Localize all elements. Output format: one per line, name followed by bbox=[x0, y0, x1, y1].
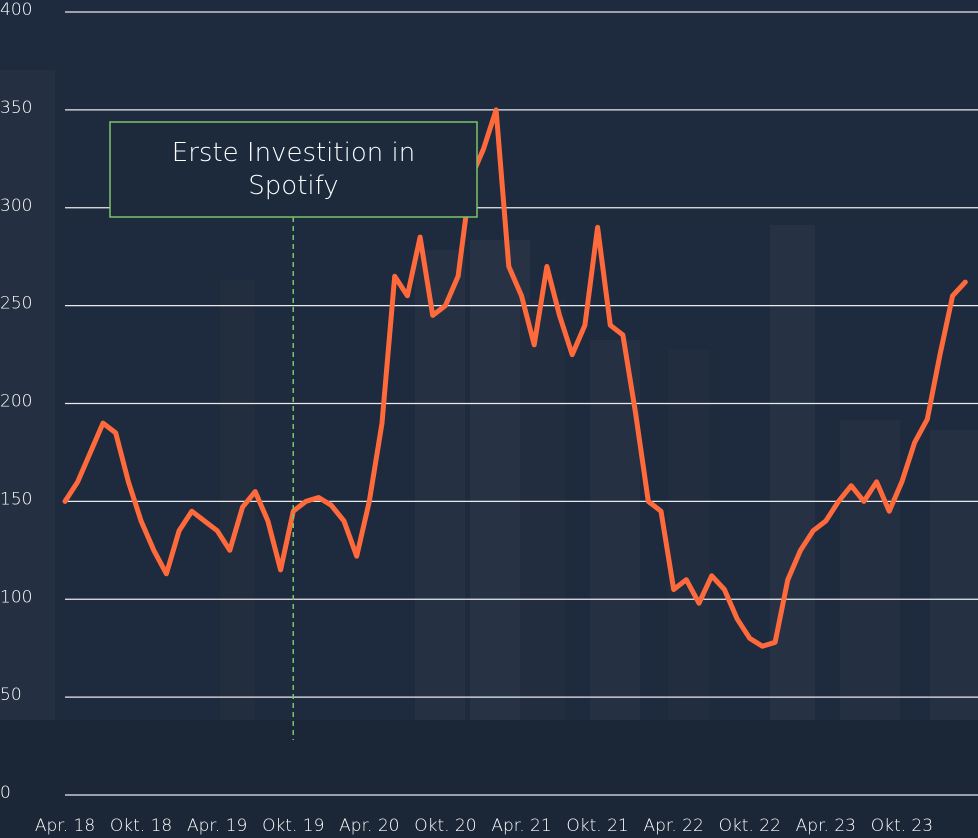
x-tick-label: Apr. 21 bbox=[491, 816, 551, 836]
x-tick-label: Apr. 19 bbox=[187, 816, 247, 836]
x-tick-label: Okt. 22 bbox=[719, 816, 781, 836]
x-tick-label: Okt. 19 bbox=[262, 816, 324, 836]
x-tick-label: Okt. 23 bbox=[871, 816, 933, 836]
x-tick-label: Okt. 20 bbox=[414, 816, 476, 836]
x-tick-label: Apr. 20 bbox=[339, 816, 399, 836]
y-tick-label: 50 bbox=[0, 685, 22, 705]
x-tick-label: Okt. 18 bbox=[110, 816, 172, 836]
y-tick-label: 150 bbox=[0, 489, 32, 509]
y-tick-label: 350 bbox=[0, 98, 32, 118]
annotation-box bbox=[109, 121, 478, 218]
y-tick-label: 200 bbox=[0, 392, 32, 412]
price-line bbox=[62, 107, 968, 649]
x-tick-label: Apr. 23 bbox=[796, 816, 856, 836]
skyline-background bbox=[0, 70, 978, 838]
x-tick-label: Apr. 18 bbox=[35, 816, 95, 836]
x-tick-label: Apr. 22 bbox=[644, 816, 704, 836]
y-tick-label: 400 bbox=[0, 0, 32, 20]
annotation-text: Erste Investition in Spotify bbox=[171, 138, 416, 201]
y-tick-label: 250 bbox=[0, 294, 32, 314]
y-tick-label: 100 bbox=[0, 587, 32, 607]
x-tick-label: Okt. 21 bbox=[566, 816, 628, 836]
y-tick-label: 0 bbox=[0, 783, 11, 803]
y-tick-label: 300 bbox=[0, 196, 32, 216]
